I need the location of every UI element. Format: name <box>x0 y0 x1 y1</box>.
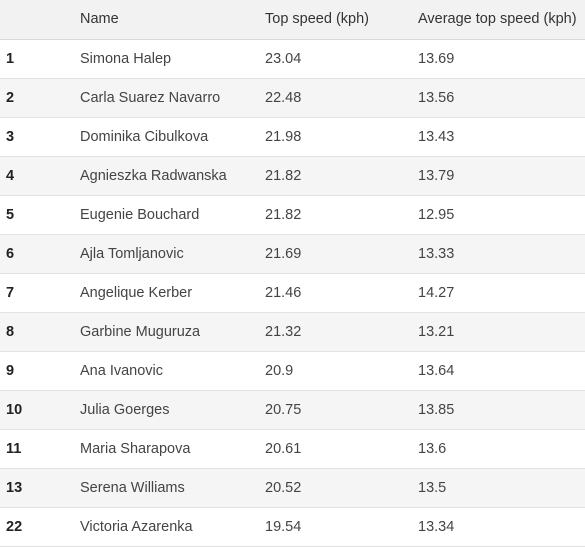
rank-cell: 3 <box>6 128 15 145</box>
player-name-cell: Julia Goerges <box>80 401 170 418</box>
avg-top-speed-cell: 13.79 <box>418 167 455 184</box>
avg-top-speed-cell: 12.95 <box>418 206 455 223</box>
avg-top-speed-cell: 13.43 <box>418 128 455 145</box>
rank-cell: 8 <box>6 323 15 340</box>
top-speed-cell: 20.75 <box>265 401 302 418</box>
table-row: 4 Agnieszka Radwanska 21.82 13.79 <box>0 156 585 195</box>
player-name-cell: Maria Sharapova <box>80 440 191 457</box>
table-body: 1 Simona Halep 23.04 13.69 2 Carla Suarez Nav… <box>0 39 585 546</box>
player-name-cell: Agnieszka Radwanska <box>80 167 227 184</box>
table-row: 11 Maria Sharapova 20.61 13.6 <box>0 429 585 468</box>
table-row: 13 Serena Williams 20.52 13.5 <box>0 468 585 507</box>
top-speed-cell: 19.54 <box>265 518 302 535</box>
avg-top-speed-cell: 13.33 <box>418 245 455 262</box>
avg-top-speed-cell: 13.6 <box>418 440 447 457</box>
table-row: 10 Julia Goerges 20.75 13.85 <box>0 390 585 429</box>
top-speed-cell: 20.61 <box>265 440 302 457</box>
player-name-cell: Carla Suarez Navarro <box>80 89 221 106</box>
header-rank <box>0 0 80 40</box>
avg-top-speed-cell: 13.21 <box>418 323 455 340</box>
table-row: 9 Ana Ivanovic 20.9 13.64 <box>0 351 585 390</box>
player-name-cell: Simona Halep <box>80 50 172 67</box>
top-speed-cell: 21.46 <box>265 284 302 301</box>
rank-cell: 5 <box>6 206 15 223</box>
table-row: 6 Ajla Tomljanovic 21.69 13.33 <box>0 234 585 273</box>
player-name-cell: Ana Ivanovic <box>80 362 164 379</box>
top-speed-cell: 21.98 <box>265 128 302 145</box>
avg-top-speed-cell: 13.69 <box>418 50 455 67</box>
rank-cell: 1 <box>6 50 15 67</box>
top-speed-cell: 21.32 <box>265 323 302 340</box>
avg-top-speed-cell: 14.27 <box>418 284 455 301</box>
rank-cell: 6 <box>6 245 15 262</box>
rank-cell: 4 <box>6 167 15 184</box>
rank-cell: 13 <box>6 479 23 496</box>
rank-cell: 22 <box>6 518 23 535</box>
avg-top-speed-cell: 13.34 <box>418 518 455 535</box>
avg-top-speed-cell: 13.85 <box>418 401 455 418</box>
avg-top-speed-cell: 13.56 <box>418 89 455 106</box>
table-row: 8 Garbine Muguruza 21.32 13.21 <box>0 312 585 351</box>
player-name-cell: Serena Williams <box>80 479 185 496</box>
table-header: Name Top speed (kph) Average top speed (… <box>0 0 585 40</box>
table-row: 1 Simona Halep 23.04 13.69 <box>0 39 585 78</box>
top-speed-cell: 22.48 <box>265 89 302 106</box>
header-row: Name Top speed (kph) Average top speed (… <box>0 0 585 40</box>
table-row: 22 Victoria Azarenka 19.54 13.34 <box>0 507 585 546</box>
player-name-cell: Ajla Tomljanovic <box>80 245 184 262</box>
rank-cell: 9 <box>6 362 15 379</box>
table-row: 2 Carla Suarez Navarro 22.48 13.56 <box>0 78 585 117</box>
table-row: 7 Angelique Kerber 21.46 14.27 <box>0 273 585 312</box>
avg-top-speed-cell: 13.5 <box>418 479 447 496</box>
player-name-cell: Angelique Kerber <box>80 284 193 301</box>
header-name: Name <box>80 0 265 40</box>
player-name-cell: Garbine Muguruza <box>80 323 201 340</box>
top-speed-cell: 21.82 <box>265 167 302 184</box>
top-speed-cell: 20.9 <box>265 362 294 379</box>
player-name-cell: Dominika Cibulkova <box>80 128 209 145</box>
header-avg-top-speed: Average top speed (kph) <box>418 0 585 40</box>
top-speed-cell: 20.52 <box>265 479 302 496</box>
rank-cell: 2 <box>6 89 15 106</box>
table-row: 3 Dominika Cibulkova 21.98 13.43 <box>0 117 585 156</box>
top-speed-cell: 21.69 <box>265 245 302 262</box>
player-name-cell: Eugenie Bouchard <box>80 206 200 223</box>
header-top-speed: Top speed (kph) <box>265 0 418 40</box>
player-name-cell: Victoria Azarenka <box>80 518 193 535</box>
rank-cell: 10 <box>6 401 23 418</box>
rank-cell: 7 <box>6 284 15 301</box>
top-speed-cell: 21.82 <box>265 206 302 223</box>
table-row: 5 Eugenie Bouchard 21.82 12.95 <box>0 195 585 234</box>
avg-top-speed-cell: 13.64 <box>418 362 455 379</box>
top-speed-cell: 23.04 <box>265 50 302 67</box>
rank-cell: 11 <box>6 440 22 457</box>
